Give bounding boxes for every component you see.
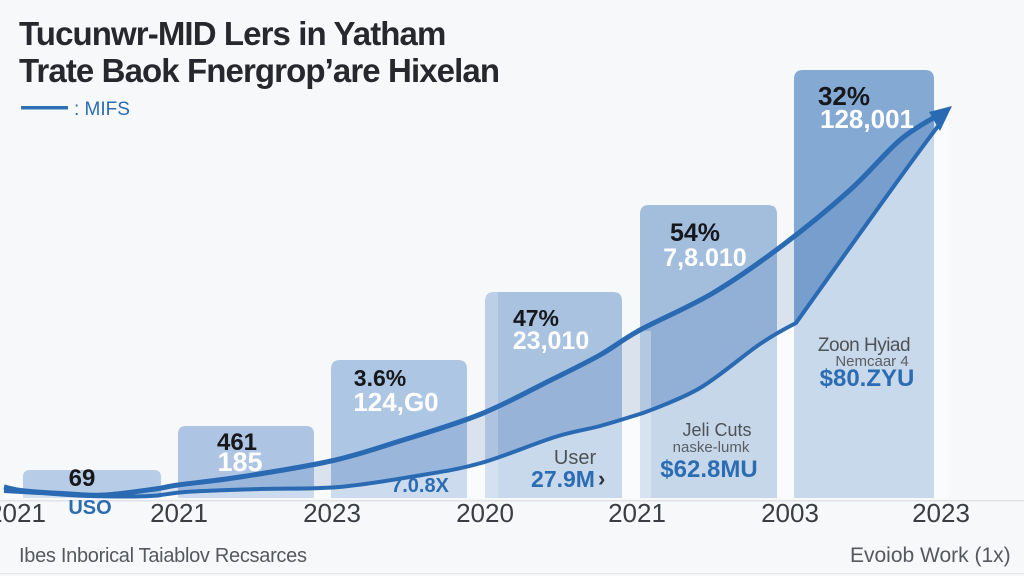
svg-text:54%: 54% [670,219,720,247]
svg-text:Nemcaar 4: Nemcaar 4 [835,353,908,370]
svg-text:Zoon Hyiad: Zoon Hyiad [818,335,910,356]
svg-text:128,001: 128,001 [820,104,914,134]
svg-text:$80.ZYU: $80.ZYU [820,365,915,392]
svg-text:27.9M: 27.9M [531,466,595,492]
svg-text:2020: 2020 [456,498,514,528]
svg-text:2021: 2021 [608,498,666,528]
svg-text:461: 461 [217,429,257,456]
svg-text:Evoiob Work (1x): Evoiob Work (1x) [850,544,1011,567]
svg-text:7,8.010: 7,8.010 [663,244,746,272]
svg-text:185: 185 [217,447,262,477]
svg-text:Ibes Inborical Taiablov Recsar: Ibes Inborical Taiablov Recsarces [19,545,307,567]
svg-text:Tucunwr-MID Lers in Yatham: Tucunwr-MID Lers in Yatham [19,15,445,52]
svg-text:User: User [554,447,597,469]
svg-text:2023: 2023 [303,498,361,528]
svg-text:7.0.8X: 7.0.8X [391,475,449,497]
svg-text:: MIFS: : MIFS [74,99,130,120]
svg-text:2023: 2023 [912,498,970,528]
svg-text:2021: 2021 [0,498,46,528]
svg-text:47%: 47% [513,305,559,331]
svg-text:69: 69 [69,465,96,492]
svg-text:Jeli Cuts: Jeli Cuts [682,420,751,440]
svg-text:naske-lumk: naske-lumk [673,439,750,456]
svg-text:USO: USO [68,497,111,519]
svg-text:Trate Baok Fnergrop’are Hixela: Trate Baok Fnergrop’are Hixelan [19,52,499,89]
svg-text:32%: 32% [818,81,870,111]
svg-text:124,G0: 124,G0 [353,387,438,417]
svg-text:2021: 2021 [150,498,208,528]
svg-text:23,010: 23,010 [513,327,589,355]
svg-text:$62.8MU: $62.8MU [660,456,757,483]
svg-text:›: › [598,466,605,491]
svg-text:3.6%: 3.6% [354,365,406,391]
svg-text:2003: 2003 [761,498,819,528]
